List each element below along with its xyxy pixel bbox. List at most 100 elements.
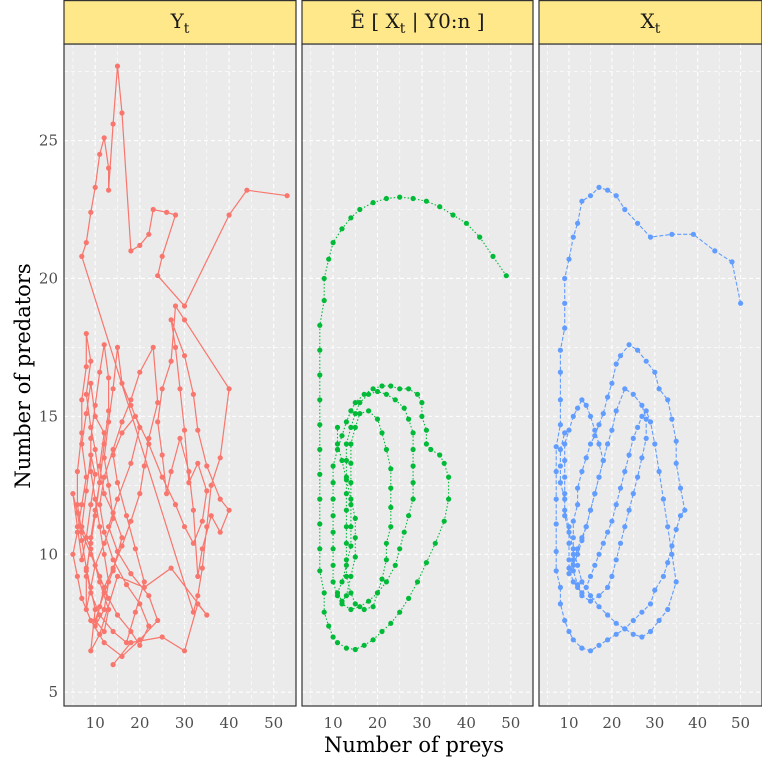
data-point xyxy=(557,369,564,375)
data-point xyxy=(137,242,143,248)
data-point xyxy=(172,502,179,508)
data-point xyxy=(88,551,94,557)
data-point xyxy=(92,446,98,453)
data-point xyxy=(617,353,624,359)
data-point xyxy=(361,642,367,648)
data-point xyxy=(195,573,201,580)
data-point xyxy=(383,195,389,202)
data-point xyxy=(677,485,684,491)
data-point xyxy=(437,204,443,210)
data-point xyxy=(587,598,594,604)
data-point xyxy=(352,424,358,430)
data-point xyxy=(79,524,85,530)
data-point xyxy=(557,347,564,353)
data-point xyxy=(352,535,358,541)
data-point xyxy=(83,364,89,370)
data-point xyxy=(317,568,323,574)
data-point xyxy=(613,620,619,626)
data-point xyxy=(587,593,594,599)
data-point xyxy=(630,491,636,497)
data-point xyxy=(284,193,290,199)
data-point xyxy=(392,397,398,403)
data-point xyxy=(83,474,89,480)
data-point xyxy=(596,422,602,428)
data-point xyxy=(83,240,89,246)
data-point xyxy=(635,347,641,353)
data-point xyxy=(181,524,188,530)
data-point xyxy=(583,524,589,530)
data-point xyxy=(74,573,80,580)
data-point xyxy=(348,590,354,596)
data-point xyxy=(79,253,85,259)
data-point xyxy=(119,110,125,116)
data-point xyxy=(343,540,349,546)
data-point xyxy=(566,540,572,546)
data-point xyxy=(88,648,94,654)
data-point xyxy=(575,562,581,568)
data-point xyxy=(123,513,130,519)
data-point xyxy=(177,435,183,441)
data-point xyxy=(587,648,594,654)
data-point xyxy=(370,604,376,610)
data-point xyxy=(83,568,89,574)
data-point xyxy=(155,400,161,406)
data-point xyxy=(596,642,602,648)
data-point xyxy=(397,609,403,615)
data-point xyxy=(557,584,564,591)
x-tick-label: 20 xyxy=(602,714,621,732)
data-point xyxy=(97,604,103,610)
data-point xyxy=(613,631,619,637)
data-point xyxy=(388,485,394,491)
data-point xyxy=(343,441,349,447)
data-point xyxy=(503,273,509,279)
data-point xyxy=(553,444,559,450)
data-point xyxy=(128,248,134,254)
data-point xyxy=(665,606,671,613)
data-point xyxy=(177,386,183,392)
data-point xyxy=(446,474,452,480)
data-point xyxy=(566,529,572,535)
data-point xyxy=(92,471,98,477)
data-point xyxy=(317,347,323,353)
data-point xyxy=(101,342,107,348)
data-point xyxy=(635,424,641,430)
data-point xyxy=(410,195,416,202)
data-point xyxy=(79,557,85,563)
data-point xyxy=(88,546,94,552)
data-point xyxy=(88,540,94,546)
data-point xyxy=(97,480,103,486)
data-point xyxy=(343,491,349,497)
data-point xyxy=(88,584,94,591)
data-point xyxy=(137,642,143,648)
data-point xyxy=(583,402,589,408)
data-point xyxy=(74,502,80,508)
data-point xyxy=(97,579,103,585)
data-point xyxy=(181,353,188,359)
data-point xyxy=(330,463,336,469)
data-point xyxy=(566,427,572,433)
data-point xyxy=(669,543,675,549)
data-point xyxy=(70,491,76,497)
data-point xyxy=(101,551,107,557)
data-point xyxy=(83,606,89,613)
data-point xyxy=(339,226,345,232)
data-point xyxy=(673,579,679,585)
data-point xyxy=(592,491,598,497)
data-point xyxy=(164,209,170,215)
data-point xyxy=(622,524,628,530)
series-line xyxy=(72,66,288,665)
data-point xyxy=(128,397,134,403)
facet-title-suffix: | Y0:n ] xyxy=(405,9,484,34)
data-point xyxy=(635,220,641,226)
data-point xyxy=(596,474,602,480)
x-tick-label: 50 xyxy=(501,714,520,732)
data-point xyxy=(348,460,354,466)
data-point xyxy=(97,573,103,580)
data-point xyxy=(410,480,416,486)
data-point xyxy=(592,562,598,568)
data-point xyxy=(226,507,232,513)
data-point xyxy=(146,435,152,441)
data-point xyxy=(146,623,152,629)
data-point xyxy=(570,413,576,419)
data-point xyxy=(204,463,210,469)
